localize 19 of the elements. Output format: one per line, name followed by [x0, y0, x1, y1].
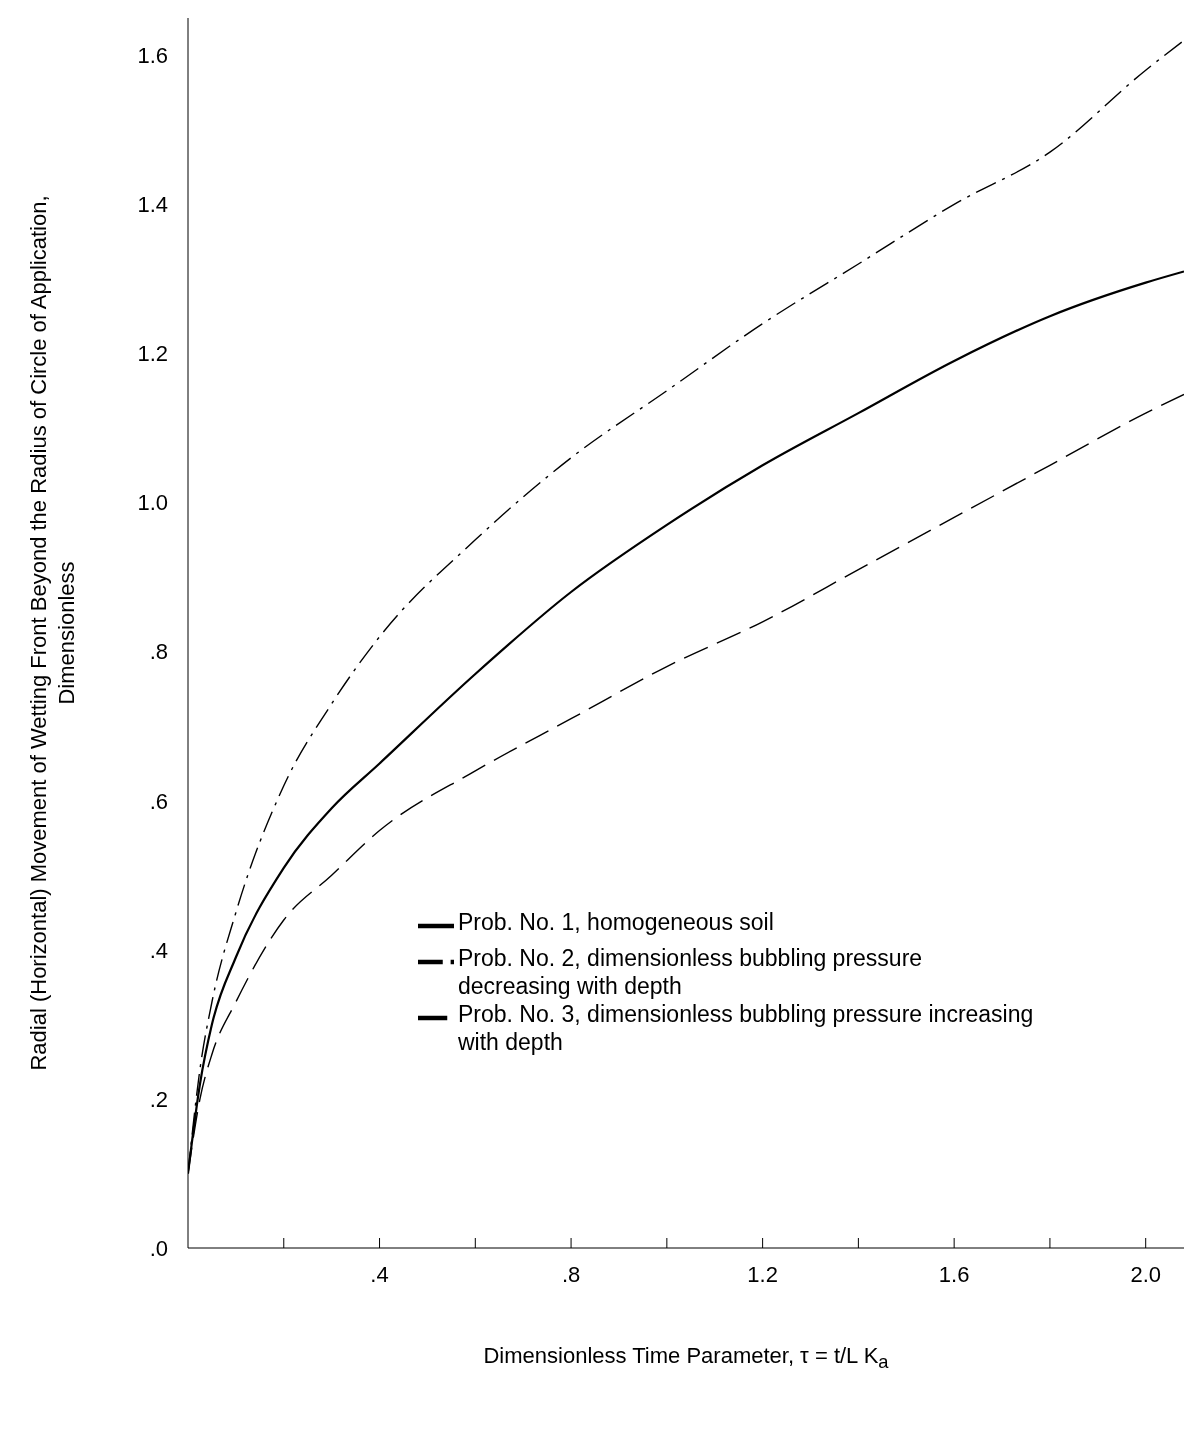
legend-label: Prob. No. 3, dimensionless bubbling pressure increasing with depth: [458, 1000, 1035, 1056]
y-axis-title: Radial (Horizontal) Movement of Wetting Front Beyond the Radius of Circle of Application, Dimensionless: [25, 194, 80, 1073]
y-tick-label: .4: [149, 937, 168, 963]
legend-label: Prob. No. 2, dimensionless bubbling pressure decreasing with depth: [458, 944, 924, 1000]
y-tick-label: 1.0: [137, 490, 168, 516]
y-tick-label: 1.4: [137, 192, 168, 218]
x-tick-label: 2.0: [1130, 1261, 1161, 1287]
y-tick-label: .8: [149, 639, 168, 665]
y-tick-label: .6: [149, 788, 168, 814]
y-tick-label: 1.2: [137, 341, 168, 367]
y-tick-label: .0: [149, 1235, 168, 1261]
y-tick-label: .2: [149, 1086, 168, 1112]
x-tick-label: 1.2: [747, 1261, 778, 1287]
legend-label: Prob. No. 1, homogeneous soil: [458, 908, 775, 936]
x-axis-title: Dimensionless Time Parameter, τ = t/L K$_{a}$: [482, 1343, 890, 1374]
x-tick-label: .8: [561, 1261, 581, 1287]
x-tick-label: .4: [370, 1261, 389, 1287]
y-tick-label: 1.6: [137, 43, 168, 69]
x-tick-label: 1.6: [938, 1261, 970, 1287]
